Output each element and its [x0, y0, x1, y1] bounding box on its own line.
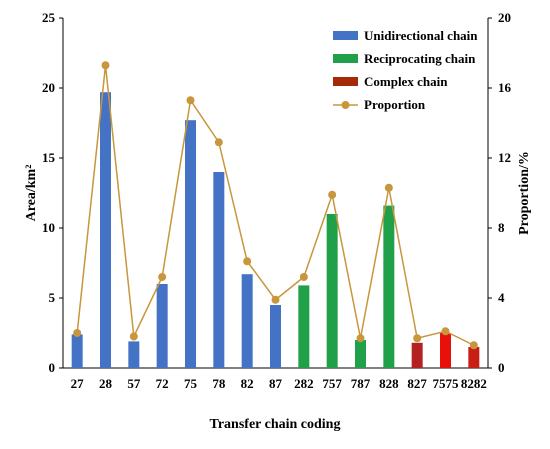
proportion-point [384, 183, 393, 192]
proportion-point [129, 332, 138, 341]
legend-label-unidirectional-chain: Unidirectional chain [364, 28, 478, 43]
proportion-point [186, 96, 195, 105]
x-tick-label: 757 [322, 376, 342, 391]
proportion-point [441, 327, 450, 336]
proportion-point [299, 273, 308, 281]
legend-label-proportion: Proportion [364, 97, 426, 112]
proportion-point [243, 257, 252, 266]
proportion-point [214, 138, 223, 147]
right-axis-ticks: 0 4 8 12 16 20 [488, 10, 512, 375]
x-tick-label: 78 [212, 376, 226, 391]
y2-axis-title: Proportion/% [517, 151, 532, 235]
bar-unidirectional-chain-28 [100, 92, 111, 368]
left-tick-label: 5 [49, 290, 56, 305]
proportion-point [158, 273, 167, 281]
right-tick-label: 16 [498, 80, 512, 95]
x-tick-label: 828 [379, 376, 399, 391]
left-tick-label: 15 [42, 150, 56, 165]
left-tick-label: 20 [42, 80, 55, 95]
right-tick-label: 0 [498, 360, 505, 375]
bars [71, 92, 480, 368]
x-tick-label: 8282 [461, 376, 487, 391]
legend-swatch-marker [341, 101, 350, 109]
y-axis-title: Area/km² [24, 165, 39, 222]
bar-complex-chain-8282 [468, 347, 480, 368]
proportion-point [73, 329, 82, 337]
legend-label-reciprocating-chain: Reciprocating chain [364, 51, 476, 66]
bar-reciprocating-chain-282 [298, 285, 310, 368]
bar-unidirectional-chain-78 [213, 172, 225, 368]
proportion-point [356, 334, 365, 343]
right-tick-label: 12 [498, 150, 511, 165]
bar-unidirectional-chain-82 [241, 274, 253, 368]
legend: Unidirectional chain Reciprocating chain C… [333, 28, 478, 112]
proportion-point [328, 190, 337, 199]
x-tick-label: 87 [269, 376, 283, 391]
x-axis-title: Transfer chain coding [210, 417, 341, 432]
bar-complex-chain-827 [411, 342, 423, 368]
right-tick-label: 8 [498, 220, 505, 235]
right-tick-label: 4 [498, 290, 505, 305]
proportion-point [413, 334, 422, 343]
proportion-point [101, 61, 110, 70]
x-axis-ticks: 27 28 57 72 75 78 82 87 282 757 787 828 827 7575 8282 [71, 376, 487, 391]
x-tick-label: 72 [156, 376, 169, 391]
legend-swatch-complex-chain [333, 77, 358, 86]
legend-swatch-unidirectional-chain [333, 31, 358, 40]
legend-label-complex-chain: Complex chain [364, 74, 448, 89]
bar-reciprocating-chain-828 [383, 205, 395, 368]
x-tick-label: 787 [351, 376, 371, 391]
left-tick-label: 10 [42, 220, 55, 235]
bar-unidirectional-chain-57 [128, 341, 140, 368]
bar-unidirectional-chain-27 [71, 334, 83, 368]
x-tick-label: 827 [407, 376, 427, 391]
left-tick-label: 0 [49, 360, 56, 375]
x-tick-label: 82 [241, 376, 254, 391]
legend-swatch-reciprocating-chain [333, 54, 358, 63]
x-tick-label: 282 [294, 376, 314, 391]
left-tick-label: 25 [42, 10, 56, 25]
bar-reciprocating-chain-757 [326, 214, 338, 368]
x-tick-label: 28 [99, 376, 113, 391]
proportion-line-series [73, 61, 478, 350]
bar-complex-chain-7575 [440, 333, 451, 368]
right-tick-label: 20 [498, 10, 511, 25]
proportion-point [271, 295, 280, 304]
bar-unidirectional-chain-87 [270, 305, 281, 368]
left-axis-ticks: 0 5 10 15 20 25 [42, 10, 63, 375]
bar-unidirectional-chain-72 [156, 284, 168, 368]
x-tick-label: 27 [71, 376, 85, 391]
bar-unidirectional-chain-75 [185, 120, 196, 368]
x-tick-label: 57 [127, 376, 141, 391]
proportion-point [469, 341, 478, 350]
x-tick-label: 7575 [433, 376, 460, 391]
bar-reciprocating-chain-787 [355, 340, 366, 368]
x-tick-label: 75 [184, 376, 198, 391]
